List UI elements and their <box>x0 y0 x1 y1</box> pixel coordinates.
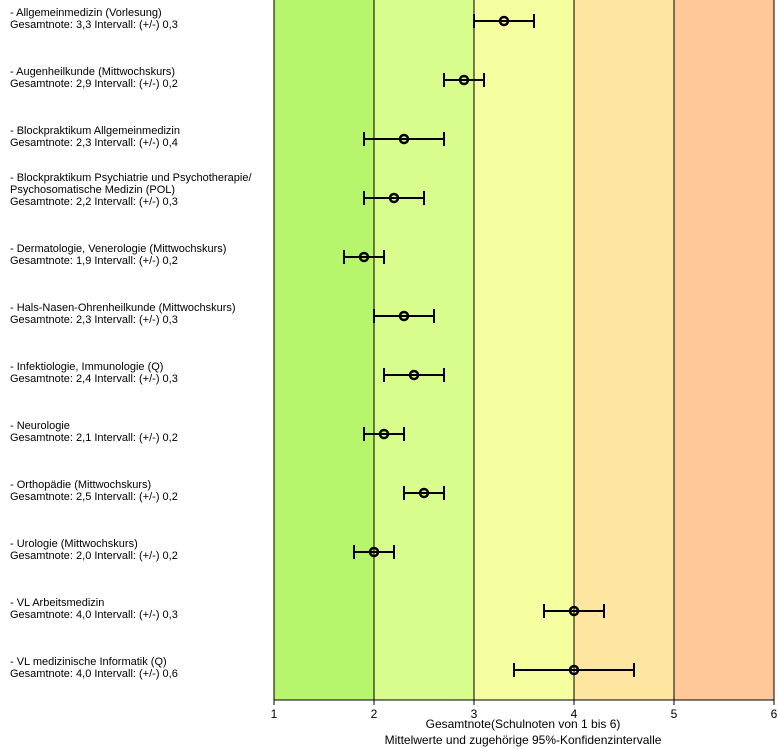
mean-point <box>368 546 380 558</box>
grade-bands <box>274 0 774 700</box>
item-label-line: - Neurologie <box>10 420 70 432</box>
ci-mark-11 <box>543 604 605 618</box>
mean-point <box>358 251 370 263</box>
item-label-8: - Neurologie Gesamtnote: 2,1 Intervall: (… <box>10 420 178 444</box>
item-label-line: Gesamtnote: 2,1 Intervall: (+/-) 0,2 <box>10 432 178 444</box>
x-axis-title: Gesamtnote(Schulnoten von 1 bis 6) <box>426 717 621 731</box>
ci-mark-3 <box>363 132 445 146</box>
x-tick-label-1: 1 <box>271 707 278 721</box>
item-label-9: - Orthopädie (Mittwochskurs) Gesamtnote: … <box>10 479 178 503</box>
item-label-4: - Blockpraktikum Psychiatrie und Psychot… <box>10 172 252 208</box>
item-label-line: Gesamtnote: 2,5 Intervall: (+/-) 0,2 <box>10 491 178 503</box>
mean-point <box>408 369 420 381</box>
x-axis-subtitle: Mittelwerte und zugehörige 95%-Konfidenz… <box>385 733 662 747</box>
item-label-line: Psychosomatische Medizin (POL) <box>10 184 175 196</box>
item-label-12: - VL medizinische Informatik (Q) Gesamtno… <box>10 656 178 680</box>
item-label-line: - Blockpraktikum Psychiatrie und Psychot… <box>10 172 252 184</box>
x-tick-label-3: 3 <box>471 707 478 721</box>
item-label-line: - Urologie (Mittwochskurs) <box>10 538 138 550</box>
grade-band-5 <box>674 0 774 700</box>
ci-mark-12 <box>513 663 635 677</box>
item-label-line: Gesamtnote: 2,2 Intervall: (+/-) 0,3 <box>10 196 178 208</box>
x-tick-label-2: 2 <box>371 707 378 721</box>
item-label-line: - VL Arbeitsmedizin <box>10 597 104 609</box>
item-label-line: Gesamtnote: 4,0 Intervall: (+/-) 0,6 <box>10 668 178 680</box>
item-label-line: - Blockpraktikum Allgemeinmedizin <box>10 125 180 137</box>
grade-band-1 <box>274 0 374 700</box>
ci-mark-8 <box>363 427 405 441</box>
item-label-line: - Hals-Nasen-Ohrenheilkunde (Mittwochsku… <box>10 302 236 314</box>
ci-mark-2 <box>443 73 485 87</box>
item-labels: - Allgemeinmedizin (Vorlesung) Gesamtnote… <box>10 7 252 680</box>
item-label-line: - Allgemeinmedizin (Vorlesung) <box>10 7 162 19</box>
item-label-line: Gesamtnote: 4,0 Intervall: (+/-) 0,3 <box>10 609 178 621</box>
item-label-line: Gesamtnote: 2,3 Intervall: (+/-) 0,4 <box>10 137 178 149</box>
mean-point <box>458 74 470 86</box>
ci-mark-9 <box>403 486 445 500</box>
item-label-line: Gesamtnote: 2,0 Intervall: (+/-) 0,2 <box>10 550 178 562</box>
x-tick-label-5: 5 <box>671 707 678 721</box>
grade-band-2 <box>374 0 474 700</box>
ci-mark-6 <box>373 309 435 323</box>
item-label-line: Gesamtnote: 3,3 Intervall: (+/-) 0,3 <box>10 19 178 31</box>
gridlines <box>373 0 675 700</box>
grade-band-4 <box>574 0 674 700</box>
item-label-line: Gesamtnote: 2,9 Intervall: (+/-) 0,2 <box>10 78 178 90</box>
ci-mark-1 <box>473 14 535 28</box>
mean-point <box>378 428 390 440</box>
x-axis-ticks: 1 2 3 4 5 6 <box>271 700 778 721</box>
item-label-1: - Allgemeinmedizin (Vorlesung) Gesamtnote… <box>10 7 178 31</box>
grade-band-3 <box>474 0 574 700</box>
item-label-5: - Dermatologie, Venerologie (Mittwochsku… <box>10 243 226 267</box>
item-label-7: - Infektiologie, Immunologie (Q) Gesamtno… <box>10 361 178 385</box>
item-label-10: - Urologie (Mittwochskurs) Gesamtnote: 2,… <box>10 538 178 562</box>
item-label-line: Gesamtnote: 2,3 Intervall: (+/-) 0,3 <box>10 314 178 326</box>
ci-mark-5 <box>343 250 385 264</box>
mean-point <box>398 310 410 322</box>
mean-point <box>568 664 580 676</box>
item-label-2: - Augenheilkunde (Mittwochskurs) Gesamtno… <box>10 66 178 90</box>
mean-point <box>388 192 400 204</box>
item-label-6: - Hals-Nasen-Ohrenheilkunde (Mittwochsku… <box>10 302 236 326</box>
mean-point <box>498 15 510 27</box>
item-label-line: - VL medizinische Informatik (Q) <box>10 656 167 668</box>
item-label-line: Gesamtnote: 1,9 Intervall: (+/-) 0,2 <box>10 255 178 267</box>
item-label-line: Gesamtnote: 2,4 Intervall: (+/-) 0,3 <box>10 373 178 385</box>
mean-point <box>398 133 410 145</box>
item-label-line: - Dermatologie, Venerologie (Mittwochsku… <box>10 243 226 255</box>
ci-mark-7 <box>383 368 445 382</box>
ci-mark-10 <box>353 545 395 559</box>
mean-point <box>568 605 580 617</box>
item-label-line: - Infektiologie, Immunologie (Q) <box>10 361 163 373</box>
ci-mark-4 <box>363 191 425 205</box>
item-label-11: - VL Arbeitsmedizin Gesamtnote: 4,0 Inter… <box>10 597 178 621</box>
x-tick-label-4: 4 <box>571 707 578 721</box>
item-label-line: - Orthopädie (Mittwochskurs) <box>10 479 151 491</box>
item-label-line: - Augenheilkunde (Mittwochskurs) <box>10 66 175 78</box>
data-marks <box>343 14 635 677</box>
plot-frame <box>273 0 775 701</box>
x-tick-label-6: 6 <box>771 707 778 721</box>
mean-point <box>418 487 430 499</box>
item-label-3: - Blockpraktikum Allgemeinmedizin Gesamtn… <box>10 125 180 149</box>
